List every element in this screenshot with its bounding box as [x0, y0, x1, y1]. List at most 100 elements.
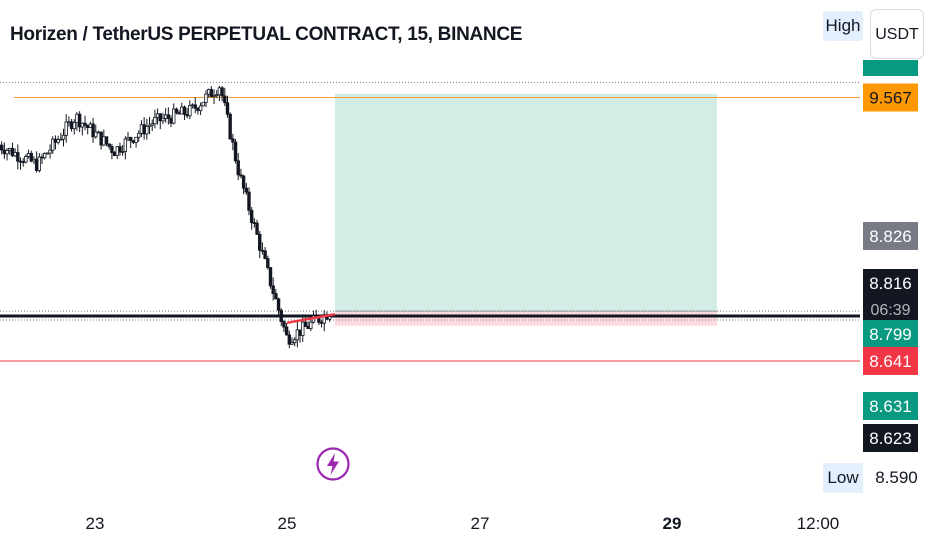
candle-body-72: [190, 104, 195, 107]
candle-body-24: [61, 134, 66, 140]
time-axis: 23 25 27 29 12:00: [86, 514, 840, 533]
candle-body-54: [142, 124, 146, 135]
candle-body-5: [10, 147, 15, 157]
candle-body-123: [327, 316, 332, 320]
candle-body-68: [180, 106, 184, 115]
badge-bg-green-level-2: [863, 392, 918, 420]
candle-body-62: [163, 114, 168, 119]
candle-body-38: [99, 131, 103, 146]
candle-body-12: [29, 153, 33, 162]
x-tick-23: 23: [86, 514, 105, 533]
candle-body-95: [252, 222, 257, 225]
trendline[interactable]: [286, 313, 336, 325]
candle-body-71: [188, 105, 192, 117]
candle-body-32: [83, 122, 87, 126]
badge-green-level-2: 8.631: [869, 397, 912, 416]
badge-red-level: 8.641: [869, 352, 912, 371]
low-value: 8.590: [875, 468, 918, 487]
candle-body-103: [274, 293, 278, 300]
candle-body-28: [72, 122, 76, 130]
candle-body-102: [271, 285, 275, 294]
candlesticks: [0, 85, 332, 349]
candle-body-94: [249, 209, 254, 224]
candle-body-111: [295, 329, 300, 341]
candle-body-22: [56, 139, 60, 143]
badge-orange-level: 9.567: [869, 89, 912, 108]
candle-body-69: [182, 106, 187, 115]
horizontal-levels: [0, 81, 860, 362]
candle-body-18: [45, 152, 50, 155]
candle-body-66: [174, 108, 179, 114]
badge-bg-red-level: [863, 346, 918, 375]
x-tick-12:00: 12:00: [797, 514, 840, 533]
candle-body-1: [0, 144, 4, 151]
candle-body-98: [260, 249, 265, 252]
candle-body-57: [150, 123, 154, 126]
candle-body-23: [59, 138, 63, 141]
candle-body-70: [185, 113, 189, 117]
candle-body-97: [258, 233, 262, 251]
candle-body-26: [67, 121, 71, 124]
candle-body-67: [177, 112, 181, 115]
candle-body-43: [112, 152, 117, 156]
candle-body-2: [2, 149, 7, 155]
candle-body-82: [217, 87, 222, 96]
x-tick-29: 29: [663, 514, 682, 533]
stop-zone: [335, 311, 717, 326]
candle-body-14: [34, 158, 39, 171]
candle-body-8: [18, 160, 23, 163]
candle-body-55: [145, 126, 149, 135]
candle-body-59: [155, 113, 160, 118]
candle-body-116: [309, 321, 313, 329]
candle-body-52: [137, 132, 141, 138]
high-label: High: [823, 11, 863, 41]
candle-body-41: [107, 143, 111, 147]
candle-body-101: [268, 267, 273, 287]
candle-body-48: [126, 136, 130, 140]
chart-title: Horizen / TetherUS PERPETUAL CONTRACT, 1…: [10, 24, 523, 45]
candle-body-58: [153, 117, 157, 125]
candle-body-74: [196, 107, 200, 112]
candle-body-78: [206, 89, 211, 95]
badge-green-level: 8.799: [869, 325, 912, 344]
candle-body-88: [233, 141, 238, 162]
candle-body-109: [290, 342, 294, 345]
badge-top-green: [863, 60, 918, 76]
lightning-bolt-icon[interactable]: [314, 445, 352, 483]
badge-bg-green-level: [863, 320, 918, 348]
candle-body-80: [212, 95, 216, 98]
candle-body-91: [241, 175, 246, 189]
candle-body-7: [16, 152, 20, 162]
badge-bg-orange-level: [863, 83, 918, 112]
candle-body-87: [231, 138, 235, 143]
candle-body-29: [75, 113, 79, 123]
candle-body-16: [40, 156, 44, 159]
low-label: Low: [823, 463, 863, 493]
candle-body-3: [5, 150, 9, 155]
candle-body-77: [204, 93, 208, 103]
candle-body-96: [255, 222, 259, 235]
candle-body-37: [96, 131, 101, 134]
candle-body-65: [172, 108, 176, 124]
candle-body-34: [88, 123, 93, 128]
candle-body-113: [301, 321, 305, 336]
candle-body-49: [129, 136, 133, 141]
candle-body-115: [306, 326, 310, 329]
candle-body-15: [37, 156, 42, 171]
red-trendline[interactable]: [286, 313, 336, 325]
candle-body-79: [209, 89, 214, 98]
candle-body-45: [118, 146, 122, 153]
candle-body-44: [115, 146, 119, 156]
candle-body-46: [120, 151, 125, 153]
badge-gray-level: 8.826: [869, 227, 912, 246]
candle-body-81: [215, 94, 219, 97]
currency-button[interactable]: USDT: [870, 9, 924, 59]
candle-body-30: [77, 113, 82, 128]
candle-body-50: [131, 140, 136, 143]
candle-body-56: [147, 124, 152, 127]
candle-body-60: [158, 113, 162, 122]
candle-body-64: [169, 117, 173, 124]
candle-body-47: [123, 138, 128, 152]
target-zone: [335, 93, 717, 312]
